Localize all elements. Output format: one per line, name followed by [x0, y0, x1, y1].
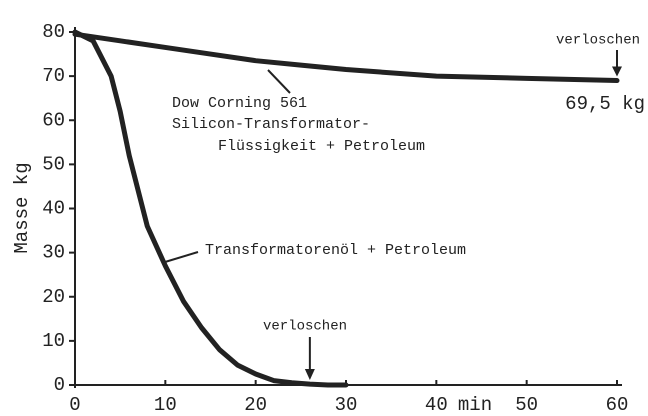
x-tick-label: 40	[425, 394, 448, 416]
x-tick-label: 30	[335, 394, 358, 416]
annotation: 69,5 kg	[565, 93, 645, 115]
y-tick-label: 60	[42, 109, 65, 131]
y-tick-label: 50	[42, 153, 65, 175]
y-tick-label: 40	[42, 198, 65, 220]
series-label: Dow Corning 561	[172, 95, 307, 112]
y-tick-label: 10	[42, 330, 65, 352]
annotation: verloschen	[263, 319, 347, 335]
y-tick-label: 20	[42, 286, 65, 308]
x-tick-label: 0	[69, 394, 80, 416]
data-line	[72, 31, 620, 84]
data-line	[72, 29, 349, 388]
leader-line	[267, 69, 291, 94]
arrow-head	[612, 66, 622, 77]
y-axis-label: Masse kg	[11, 162, 33, 253]
y-tick-label: 0	[54, 374, 65, 396]
arrow-head	[304, 369, 315, 380]
series-label: Silicon-Transformator-	[172, 116, 370, 133]
annotation: verloschen	[556, 33, 640, 49]
x-axis-label: min	[458, 394, 492, 416]
series-label: Transformatorenöl + Petroleum	[205, 242, 466, 259]
x-tick-label: 20	[244, 394, 267, 416]
y-tick-label: 30	[42, 242, 65, 264]
x-tick-label: 50	[515, 394, 538, 416]
x-tick-label: 10	[154, 394, 177, 416]
y-tick-label: 70	[42, 65, 65, 87]
y-tick-label: 80	[42, 21, 65, 43]
leader-line	[164, 251, 199, 263]
x-tick-label: 60	[606, 394, 629, 416]
series-label: Flüssigkeit + Petroleum	[218, 138, 425, 155]
